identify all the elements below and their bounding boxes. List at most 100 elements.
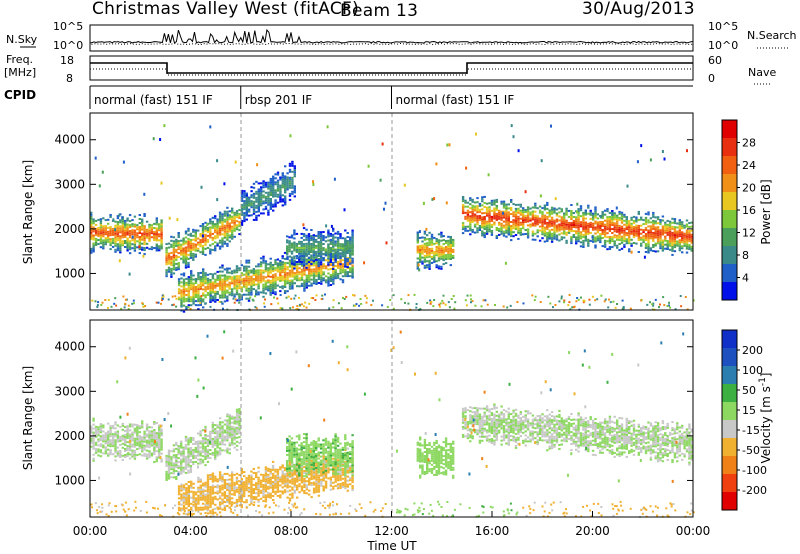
power-echo-cell — [293, 229, 296, 232]
power-echo-cell — [526, 212, 530, 215]
power-echo-cell — [223, 296, 227, 299]
velocity-echo-cell — [131, 423, 134, 426]
power-echo-cell — [620, 225, 624, 228]
power-echo-cell — [664, 231, 667, 234]
power-echo-cell — [317, 249, 320, 251]
power-echo-cell — [269, 275, 272, 278]
power-echo-cell — [264, 288, 268, 291]
power-echo-cell — [272, 193, 275, 196]
power-echo-cell — [618, 239, 621, 241]
power-echo-cell — [685, 223, 689, 226]
power-echo-cell — [560, 218, 563, 221]
power-echo-cell — [341, 245, 345, 248]
velocity-echo-cell — [145, 425, 149, 428]
power-echo-cell — [447, 235, 450, 238]
power-echo-cell — [606, 210, 609, 213]
velocity-echo-cell — [97, 440, 100, 443]
power-echo-cell — [644, 237, 648, 239]
power-echo-cell — [505, 231, 508, 234]
power-echo-cell — [473, 205, 477, 208]
power-echo-cell — [652, 225, 655, 228]
velocity-echo-cell — [99, 437, 103, 440]
velocity-echo-cell — [160, 440, 163, 443]
velocity-echo-cell — [204, 503, 207, 506]
power-echo-cell — [180, 303, 183, 306]
power-echo-cell — [322, 265, 325, 268]
power-echo-cell — [570, 236, 573, 239]
power-echo-cell — [440, 253, 443, 256]
power-echo-cell — [109, 244, 112, 247]
power-echo-cell — [555, 214, 559, 217]
power-sparse-echo-cell — [433, 197, 436, 201]
power-ground-scatter-cell — [652, 302, 655, 305]
power-echo-cell — [553, 237, 556, 240]
power-echo-cell — [498, 229, 501, 232]
power-echo-cell — [529, 217, 532, 220]
power-echo-cell — [575, 222, 578, 225]
velocity-echo-cell — [177, 467, 180, 470]
power-echo-cell — [187, 284, 190, 287]
power-echo-cell — [160, 243, 163, 246]
velocity-echo-cell — [228, 432, 231, 435]
power-echo-cell — [332, 249, 335, 252]
power-echo-cell — [341, 279, 345, 282]
power-echo-cell — [267, 209, 270, 212]
power-echo-cell — [180, 291, 183, 294]
power-sparse-echo-cell — [159, 138, 162, 141]
power-echo-cell — [678, 241, 681, 244]
power-echo-cell — [594, 210, 597, 213]
power-echo-cell — [288, 194, 292, 197]
velocity-echo-cell — [206, 512, 210, 515]
velocity-echo-cell — [238, 408, 241, 411]
power-echo-cell — [264, 260, 268, 263]
velocity-echo-cell — [216, 452, 219, 455]
power-echo-cell — [257, 208, 260, 211]
velocity-echo-cell — [150, 432, 154, 435]
power-echo-cell — [269, 293, 272, 296]
velocity-echo-cell — [177, 457, 180, 460]
power-echo-cell — [119, 235, 122, 238]
power-echo-cell — [155, 235, 158, 238]
velocity-echo-cell — [143, 448, 146, 451]
power-ground-scatter-cell — [381, 304, 384, 307]
power-echo-cell — [681, 221, 684, 224]
power-echo-cell — [145, 220, 149, 223]
power-echo-cell — [255, 200, 258, 203]
velocity-echo-cell — [153, 437, 156, 439]
power-echo-cell — [517, 237, 520, 240]
power-echo-cell — [346, 240, 349, 242]
velocity-echo-cell — [150, 430, 154, 433]
power-echo-cell — [673, 238, 677, 241]
power-echo-cell — [673, 242, 677, 245]
power-echo-cell — [192, 298, 195, 301]
power-echo-cell — [575, 220, 578, 223]
power-echo-cell — [116, 247, 120, 250]
power-echo-cell — [223, 268, 227, 271]
power-echo-cell — [327, 247, 330, 250]
power-echo-cell — [291, 269, 294, 272]
velocity-echo-cell — [192, 512, 195, 515]
power-echo-cell — [613, 242, 616, 245]
power-ground-scatter-cell — [107, 298, 110, 301]
velocity-echo-cell — [114, 421, 117, 424]
power-echo-cell — [307, 243, 311, 246]
power-ground-scatter-cell — [120, 307, 123, 310]
power-echo-cell — [536, 223, 539, 226]
velocity-echo-cell — [138, 431, 141, 434]
power-echo-cell — [243, 206, 246, 209]
power-echo-cell — [269, 265, 272, 268]
power-echo-cell — [235, 214, 239, 217]
velocity-echo-cell — [194, 493, 198, 496]
power-echo-cell — [190, 304, 193, 307]
power-echo-cell — [221, 264, 224, 267]
power-echo-cell — [214, 300, 217, 303]
power-echo-cell — [288, 281, 292, 284]
power-echo-cell — [563, 220, 566, 223]
power-ground-scatter-cell — [292, 306, 294, 309]
power-echo-cell — [192, 244, 195, 247]
power-echo-cell — [591, 214, 595, 217]
velocity-echo-cell — [138, 443, 141, 446]
power-echo-cell — [327, 239, 330, 242]
noise-right-tick-top: 10^5 — [708, 20, 738, 33]
power-echo-cell — [269, 208, 272, 210]
